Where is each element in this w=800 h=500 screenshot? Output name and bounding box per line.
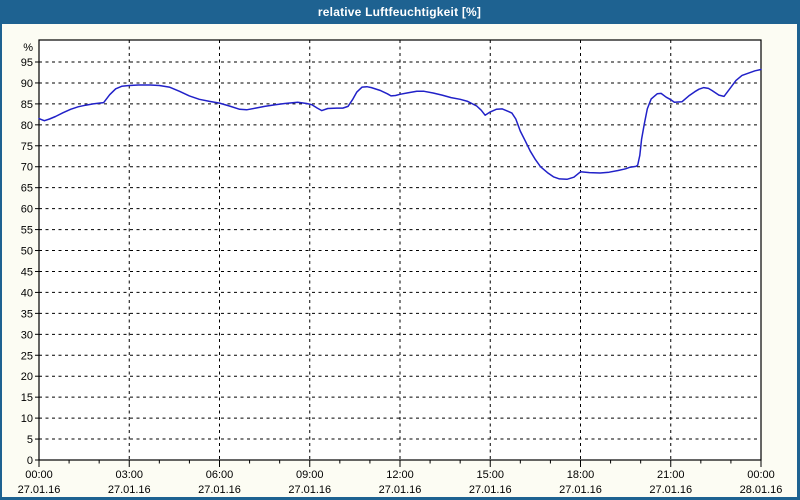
y-axis-tick-label: 40: [21, 287, 33, 299]
y-axis-tick-label: 30: [21, 329, 33, 341]
y-axis-unit-label: %: [23, 42, 33, 54]
y-axis-tick-label: 60: [21, 204, 33, 216]
x-axis-time-label: 00:00: [747, 469, 775, 481]
humidity-line-chart: 0 5 10 15 20 25 30 35 40 45 50 55 60 65 70 75 80 85 90 95% 0…: [18, 39, 783, 496]
y-axis-tick-label: 45: [21, 266, 33, 278]
x-axis-date-label: 27.01.16: [379, 484, 422, 496]
x-axis-date-label: 27.01.16: [198, 484, 241, 496]
y-axis-tick-label: 55: [21, 225, 33, 237]
y-axis-tick-label: 70: [21, 162, 33, 174]
x-axis-time-label: 15:00: [476, 469, 504, 481]
x-axis-date-label: 27.01.16: [108, 484, 151, 496]
y-axis-tick-label: 95: [21, 57, 33, 69]
x-axis-date-label: 27.01.16: [288, 484, 331, 496]
chart-title: relative Luftfeuchtigkeit [%]: [317, 5, 482, 19]
x-axis-time-label: 06:00: [206, 469, 234, 481]
title-bar: relative Luftfeuchtigkeit [%]: [2, 0, 797, 24]
y-axis-tick-label: 25: [21, 350, 33, 362]
x-axis-time-label: 03:00: [115, 469, 143, 481]
y-axis-tick-label: 20: [21, 371, 33, 383]
y-axis-tick-label: 5: [27, 434, 33, 446]
x-axis-time-label: 12:00: [386, 469, 414, 481]
x-axis-time-label: 21:00: [657, 469, 685, 481]
x-axis-date-label: 27.01.16: [649, 484, 692, 496]
y-axis-tick-label: 0: [27, 455, 33, 467]
y-axis-tick-label: 85: [21, 99, 33, 111]
y-axis-tick-label: 75: [21, 141, 33, 153]
x-axis-date-label: 27.01.16: [469, 484, 512, 496]
humidity-series-line: [38, 68, 762, 181]
y-axis-tick-label: 65: [21, 183, 33, 195]
y-axis-tick-label: 15: [21, 392, 33, 404]
x-axis-time-label: 09:00: [296, 469, 324, 481]
x-axis-date-label: 27.01.16: [559, 484, 602, 496]
y-axis-tick-label: 80: [21, 120, 33, 132]
x-axis-date-label: 27.01.16: [18, 484, 61, 496]
x-axis-date-label: 28.01.16: [740, 484, 783, 496]
y-axis-tick-label: 10: [21, 413, 33, 425]
chart-area: 0 5 10 15 20 25 30 35 40 45 50 55 60 65 70 75 80 85 90 95% 0…: [2, 24, 797, 497]
y-axis-tick-label: 50: [21, 246, 33, 258]
x-axis-time-label: 18:00: [567, 469, 595, 481]
y-axis-tick-label: 35: [21, 308, 33, 320]
y-axis-tick-label: 90: [21, 78, 33, 90]
x-axis-time-label: 00:00: [25, 469, 53, 481]
